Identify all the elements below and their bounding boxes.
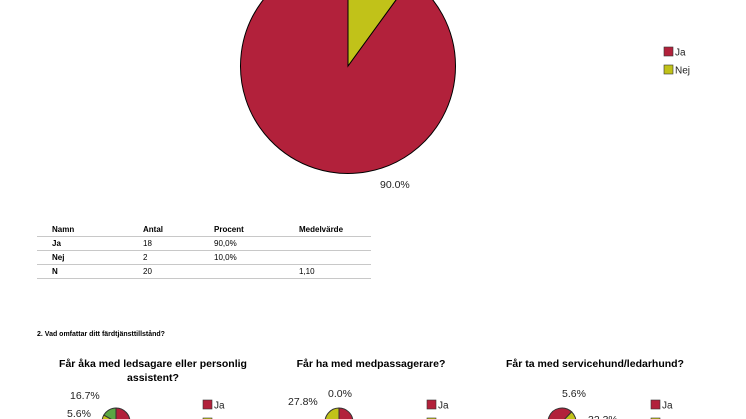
data-label: 5.6% bbox=[67, 408, 91, 419]
pie-slice bbox=[338, 407, 354, 419]
header-antal: Antal bbox=[143, 223, 214, 237]
cell-antal: 2 bbox=[143, 250, 214, 265]
legend-swatch bbox=[663, 46, 674, 57]
legend-swatch bbox=[650, 399, 661, 410]
table-header-row: Namn Antal Procent Medelvärde bbox=[37, 223, 371, 237]
cell-namn: Ja bbox=[37, 236, 143, 251]
pie-slice bbox=[324, 407, 340, 419]
cell-procent: 10,0% bbox=[214, 250, 299, 265]
chart-title-servicehund: Får ta med servicehund/ledarhund? bbox=[506, 358, 684, 370]
pie-slice bbox=[240, 0, 456, 174]
results-table: Namn Antal Procent Medelvärde Ja 18 90,0… bbox=[37, 223, 371, 279]
legend-label: Nej bbox=[675, 66, 690, 77]
table-row: Ja 18 90,0% bbox=[37, 236, 371, 251]
data-label: 0.0% bbox=[328, 388, 352, 400]
data-label: 27.8% bbox=[288, 396, 318, 408]
data-label: 5.6% bbox=[562, 388, 586, 400]
header-medelvarde: Medelvärde bbox=[299, 223, 371, 237]
cell-procent: 90,0% bbox=[214, 236, 299, 251]
legend-swatch bbox=[202, 399, 213, 410]
data-label: 90.0% bbox=[380, 179, 410, 191]
chart-title-medpassagerare: Får ha med medpassagerare? bbox=[296, 358, 446, 370]
legend-label: Ja bbox=[214, 401, 225, 412]
data-label: 32.3% bbox=[588, 414, 618, 419]
cell-medelvarde: 1,10 bbox=[299, 264, 371, 279]
cell-namn: N bbox=[37, 264, 143, 279]
table-row: N 20 1,10 bbox=[37, 264, 371, 279]
cell-medelvarde bbox=[299, 250, 371, 265]
pie-slice bbox=[547, 407, 573, 419]
pie-slice bbox=[103, 407, 117, 419]
cell-antal: 18 bbox=[143, 236, 214, 251]
pie-slice bbox=[347, 0, 397, 68]
legend-swatch bbox=[663, 64, 674, 75]
legend-label: Ja bbox=[438, 401, 449, 412]
data-label: 16.7% bbox=[70, 390, 100, 402]
pie-slice bbox=[564, 411, 577, 419]
legend-label: Ja bbox=[662, 401, 673, 412]
header-namn: Namn bbox=[37, 223, 143, 237]
table-row: Nej 2 10,0% bbox=[37, 250, 371, 265]
cell-namn: Nej bbox=[37, 250, 143, 265]
legend-swatch bbox=[426, 399, 437, 410]
cell-medelvarde bbox=[299, 236, 371, 251]
cell-procent bbox=[214, 264, 299, 279]
header-procent: Procent bbox=[214, 223, 299, 237]
chart-title-ledsagare: Får åka med ledsagare eller personlig as… bbox=[59, 358, 247, 384]
question-title: 2. Vad omfattar ditt färdtjänsttillstånd… bbox=[37, 331, 165, 338]
legend-label: Ja bbox=[675, 48, 686, 59]
cell-antal: 20 bbox=[143, 264, 214, 279]
pie-slice bbox=[115, 407, 131, 419]
